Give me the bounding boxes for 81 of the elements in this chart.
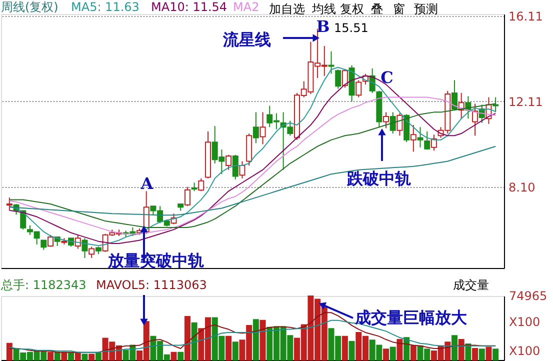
- bar: [95, 352, 102, 360]
- candlestick: [396, 112, 403, 136]
- y-tick-label: 12.11: [508, 94, 543, 109]
- bar: [465, 344, 472, 360]
- annotation: 加自选: [269, 2, 305, 16]
- annotation: 叠: [371, 2, 383, 16]
- y-tick-label: 8.10: [508, 180, 536, 194]
- candlestick: [82, 238, 88, 258]
- annotation: B: [316, 17, 330, 36]
- candlestick: [198, 178, 204, 192]
- annotation: 流星线: [222, 30, 271, 49]
- bar: [458, 339, 464, 360]
- bar: [252, 319, 259, 360]
- bar: [383, 348, 390, 360]
- text: MAVOL5: 1113063: [96, 278, 207, 292]
- annotation: 15.51: [334, 21, 368, 35]
- bar: [492, 348, 499, 360]
- text: X100: [509, 315, 540, 329]
- bar: [260, 320, 266, 360]
- candlestick: [328, 50, 334, 74]
- bar: [88, 354, 95, 360]
- candlestick: [451, 80, 458, 111]
- candlestick: [390, 112, 396, 134]
- annotation: 成交量巨幅放大: [354, 308, 468, 327]
- candlestick: [424, 130, 430, 150]
- candlestick: [356, 80, 362, 98]
- candlestick: [472, 103, 478, 136]
- annotation: 均线: [311, 2, 336, 16]
- annotation: 预测: [414, 2, 438, 16]
- bar: [54, 352, 60, 360]
- bar: [6, 342, 12, 360]
- candlestick: [260, 112, 266, 145]
- text: X100: [509, 344, 540, 358]
- candlestick: [226, 154, 232, 170]
- bar: [342, 336, 348, 360]
- bar: [478, 348, 485, 360]
- bar: [396, 339, 403, 360]
- candlestick: [383, 112, 390, 129]
- candlestick: [6, 197, 12, 211]
- candlestick: [184, 186, 190, 207]
- annotation: 复权: [340, 2, 364, 16]
- candlestick: [335, 68, 342, 90]
- annotation: C: [380, 68, 394, 87]
- bar: [191, 322, 198, 360]
- text: MA2: [233, 0, 260, 14]
- candlestick: [40, 240, 47, 250]
- candlestick: [430, 134, 437, 152]
- bar: [184, 316, 190, 360]
- y-tick-label: 16.11: [508, 9, 543, 24]
- bar: [178, 352, 184, 360]
- text: MA10: 11.54: [151, 0, 228, 14]
- bar: [451, 335, 458, 360]
- candlestick: [342, 68, 348, 88]
- bar: [410, 345, 416, 360]
- candlestick: [239, 160, 246, 179]
- bar: [68, 352, 74, 360]
- bar: [82, 354, 88, 360]
- bar: [170, 352, 177, 360]
- annotation: 跌破中轨: [346, 169, 411, 188]
- text: 成交量: [453, 278, 489, 292]
- candlestick: [252, 112, 259, 144]
- annotation: A: [140, 174, 154, 193]
- chart-title: 周线(复权): [1, 0, 58, 14]
- bar: [390, 346, 396, 360]
- bar: [232, 342, 238, 360]
- bar: [348, 340, 355, 360]
- candlestick: [74, 234, 81, 250]
- text: MA5: 11.63: [71, 0, 140, 14]
- bar: [472, 348, 478, 360]
- text: 74965: [509, 289, 548, 303]
- candlestick: [232, 154, 238, 180]
- bar: [486, 346, 492, 360]
- candlestick: [492, 96, 499, 113]
- annotation: 窗: [393, 2, 405, 16]
- bar: [226, 336, 232, 360]
- text: 总手: 1182343: [0, 278, 86, 292]
- bar: [48, 352, 54, 360]
- candlestick: [417, 126, 424, 148]
- bar: [404, 337, 410, 360]
- candlestick: [88, 246, 95, 258]
- candlestick: [410, 124, 416, 152]
